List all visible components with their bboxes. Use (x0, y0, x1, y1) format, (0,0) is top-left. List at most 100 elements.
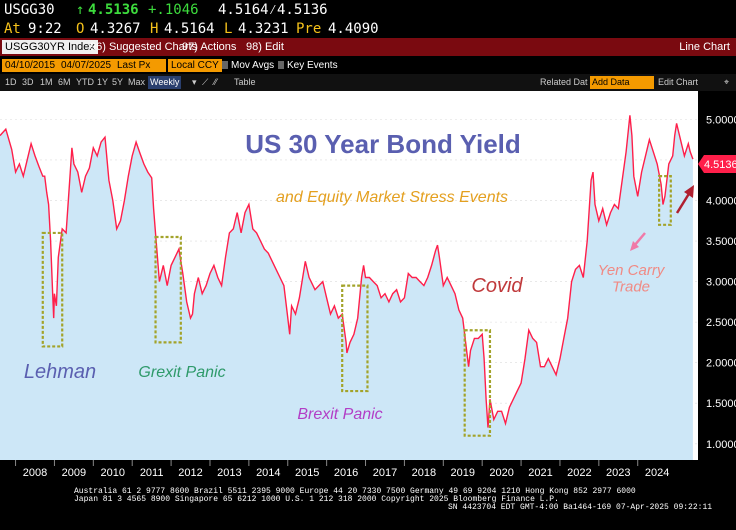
period-1m[interactable]: 1M (40, 77, 53, 87)
x-tick-label: 2014 (256, 467, 280, 479)
period-3d[interactable]: 3D (22, 77, 34, 87)
x-tick-label: 2009 (62, 467, 86, 479)
period-row: 1D 3D 1M 6M YTD 1Y 5Y Max Weekly ▾ ⟋ ⁄⁄ … (0, 74, 736, 91)
x-tick-label: 2019 (450, 467, 474, 479)
pink-arrow-icon (630, 232, 646, 251)
prev-label: Pre (296, 21, 322, 37)
ohlc-row: At 9:22 O 4.3267 H 4.5164 L 4.3231 Pre 4… (0, 20, 736, 38)
x-tick-label: 2008 (23, 467, 47, 479)
period-ytd[interactable]: YTD (76, 77, 94, 87)
view-name: Line Chart (679, 41, 730, 53)
event-box (154, 235, 182, 344)
bond-yield-chart: US 30 Year Bond Yield and Equity Market … (0, 91, 736, 484)
edit-chart-button[interactable]: Edit Chart (658, 77, 699, 87)
x-tick-label: 2016 (334, 467, 358, 479)
event-box (463, 329, 492, 437)
open-label: O (76, 21, 85, 37)
chart-subtitle: and Equity Market Stress Events (276, 189, 508, 206)
yield-area (0, 115, 693, 461)
period-1d[interactable]: 1D (5, 77, 17, 87)
footer-line-1: Australia 61 2 9777 8600 Brazil 5511 239… (74, 487, 636, 496)
event-label: Lehman (24, 361, 96, 383)
footer: Australia 61 2 9777 8600 Brazil 5511 239… (0, 484, 736, 530)
last-value-marker: 4.5136 (698, 155, 736, 173)
high-value: 4.5164 (164, 21, 215, 37)
ticker[interactable]: USGG30 (4, 2, 55, 18)
chevron-down-icon[interactable]: ▾ (192, 77, 197, 87)
footer-line-3: SN 4423704 EDT GMT-4:00 Ba1464-169 07-Ap… (448, 503, 713, 512)
low-label: L (224, 21, 233, 37)
settings-icon[interactable]: ⌖ (724, 77, 730, 87)
last-value-label: 4.5136 (704, 159, 736, 171)
edit-menu[interactable]: 98) Edit (246, 41, 284, 53)
y-tick-label: 4.0000 (706, 195, 736, 207)
event-label: Grexit Panic (138, 364, 225, 381)
period-5y[interactable]: 5Y (112, 77, 124, 87)
event-box (658, 175, 672, 226)
add-data-field[interactable]: Add Data (590, 76, 654, 89)
yield-line (0, 115, 694, 428)
x-tick-label: 2021 (528, 467, 552, 479)
x-tick-label: 2020 (489, 467, 513, 479)
y-tick-label: 2.0000 (706, 358, 736, 370)
chart-title: US 30 Year Bond Yield (245, 129, 521, 159)
x-axis-band (0, 460, 698, 484)
x-tick-label: 2018 (412, 467, 436, 479)
last-price: 4.5136 (88, 2, 139, 18)
x-tick-label: 2013 (217, 467, 241, 479)
quote-header: USGG30 ↑ 4.5136 +.1046 4.5164⁄4.5136 (0, 0, 736, 20)
function-toolbar: USGG30YR Index 96) Suggested Charts 97) … (0, 38, 736, 56)
at-label: At (4, 21, 21, 37)
x-axis-ticks: 2008 2009 2010 2011 2012 2013 2014 2015 2016 2017… (15, 460, 669, 479)
period-6m[interactable]: 6M (58, 77, 71, 87)
y-tick-label: 2.5000 (706, 317, 736, 329)
y-tick-label: 1.0000 (706, 439, 736, 451)
quote-time: 9:22 (28, 21, 62, 37)
field-select[interactable]: Last Px (114, 59, 166, 72)
x-tick-label: 2015 (295, 467, 319, 479)
annotate-icon[interactable]: ⁄⁄ (214, 77, 218, 87)
actions-menu[interactable]: 97) Actions (182, 41, 237, 53)
event-box (41, 231, 64, 348)
x-tick-label: 2017 (373, 467, 397, 479)
event-label: Covid (471, 275, 523, 297)
low-value: 4.3231 (238, 21, 289, 37)
suggested-charts-menu[interactable]: 96) Suggested Charts (90, 41, 198, 53)
x-tick-label: 2012 (178, 467, 202, 479)
event-boxes (41, 175, 672, 437)
prev-value: 4.4090 (328, 21, 379, 37)
net-change: +.1046 (148, 2, 199, 18)
key-events-toggle-icon[interactable] (278, 61, 284, 69)
y-tick-label: 3.0000 (706, 277, 736, 289)
bid-ask: 4.5164⁄4.5136 (218, 2, 328, 18)
up-arrow-icon: ↑ (76, 2, 85, 18)
key-events-label[interactable]: Key Events (287, 60, 338, 71)
settings-row: 04/10/2015 04/07/2025 Last Px Local CCY … (0, 57, 736, 74)
start-date-field[interactable]: 04/10/2015 (2, 59, 59, 72)
footer-line-2: Japan 81 3 4565 8900 Singapore 65 6212 1… (74, 495, 559, 504)
high-label: H (150, 21, 159, 37)
related-data-button[interactable]: Related Dat (540, 77, 588, 87)
mov-avgs-label[interactable]: Mov Avgs (231, 60, 275, 71)
period-1y[interactable]: 1Y (97, 77, 109, 87)
table-button[interactable]: Table (234, 77, 256, 87)
x-tick-label: 2023 (606, 467, 630, 479)
y-tick-label: 3.5000 (706, 236, 736, 248)
event-label: Brexit Panic (297, 406, 382, 423)
frequency-select[interactable]: Weekly (148, 76, 182, 89)
event-label: Yen Carry Trade (598, 262, 666, 296)
draw-tool-icon[interactable]: ⟋ (202, 77, 209, 87)
y-tick-label: 5.0000 (706, 114, 736, 126)
period-max[interactable]: Max (128, 77, 146, 87)
event-box (341, 284, 369, 393)
end-date-field[interactable]: 04/07/2025 (58, 59, 115, 72)
currency-select[interactable]: Local CCY (168, 59, 222, 72)
y-tick-label: 1.5000 (706, 398, 736, 410)
red-arrow-icon (675, 185, 694, 214)
security-field[interactable]: USGG30YR Index (2, 40, 98, 54)
x-tick-label: 2010 (101, 467, 125, 479)
mov-avgs-toggle-icon[interactable] (222, 61, 228, 69)
x-tick-label: 2024 (645, 467, 669, 479)
open-value: 4.3267 (90, 21, 141, 37)
y-axis-ticks: 5.00004.50004.00003.50003.00002.50002.00… (706, 114, 736, 450)
